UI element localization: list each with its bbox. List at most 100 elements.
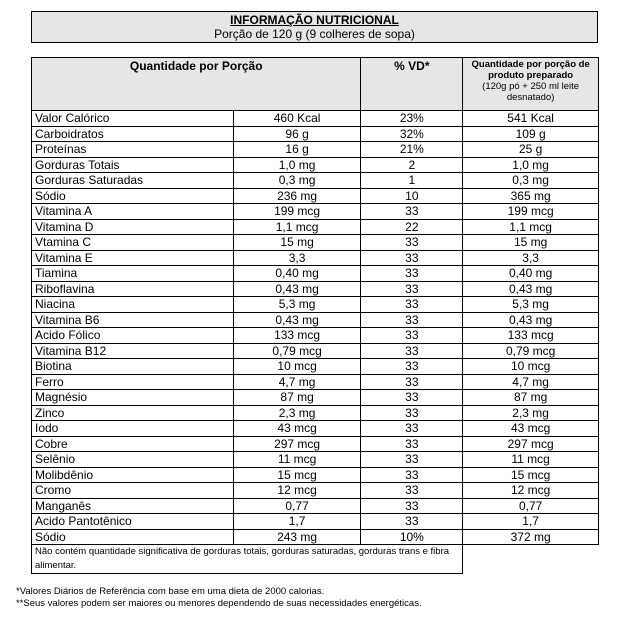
table-row: Selênio 11 mcg 33 11 mcg xyxy=(31,451,599,468)
nutrient-name: Vitamina E xyxy=(31,249,234,266)
vd-cell: 33 xyxy=(360,389,464,406)
table-row: Niacina 5,3 mg 33 5,3 mg xyxy=(31,296,599,313)
prepared-cell: 541 Kcal xyxy=(462,110,599,127)
quantity-cell: 0,79 mcg xyxy=(232,342,362,359)
nutrient-name: Acido Pantotênico xyxy=(31,513,234,530)
quantity-cell: 15 mcg xyxy=(232,466,362,483)
header-prepared-main: Quantidade por porção de produto prepara… xyxy=(471,59,590,81)
prepared-cell: 133 mcg xyxy=(462,327,599,344)
footnote-1: *Valores Diários de Referência com base … xyxy=(16,586,325,597)
nutrient-name: Tiamina xyxy=(31,265,234,282)
vd-cell: 33 xyxy=(360,296,464,313)
quantity-cell: 15 mg xyxy=(232,234,362,251)
vd-cell: 33 xyxy=(360,513,464,530)
quantity-cell: 243 mg xyxy=(232,528,362,545)
table-body: Valor Calórico 460 Kcal 23% 541 Kcal Carboid… xyxy=(31,110,599,545)
quantity-cell: 0,43 mg xyxy=(232,311,362,328)
vd-cell: 33 xyxy=(360,249,464,266)
prepared-cell: 25 g xyxy=(462,141,599,158)
vd-cell: 2 xyxy=(360,156,464,173)
prepared-cell: 87 mg xyxy=(462,389,599,406)
table-row: Sódio 236 mg 10 365 mg xyxy=(31,187,599,204)
vd-cell: 22 xyxy=(360,218,464,235)
prepared-cell: 12 mcg xyxy=(462,482,599,499)
vd-cell: 33 xyxy=(360,373,464,390)
prepared-cell: 5,3 mg xyxy=(462,296,599,313)
quantity-cell: 0,77 xyxy=(232,497,362,514)
nutrition-title: INFORMAÇÃO NUTRICIONAL xyxy=(230,13,399,27)
table-row: Magnésio 87 mg 33 87 mg xyxy=(31,389,599,406)
quantity-cell: 16 g xyxy=(232,141,362,158)
nutrient-name: Acido Fólico xyxy=(31,327,234,344)
vd-cell: 33 xyxy=(360,482,464,499)
quantity-cell: 1,1 mcg xyxy=(232,218,362,235)
table-row: Gorduras Totais 1,0 mg 2 1,0 mg xyxy=(31,156,599,173)
quantity-cell: 11 mcg xyxy=(232,451,362,468)
quantity-cell: 43 mcg xyxy=(232,420,362,437)
table-row: Tiamina 0,40 mg 33 0,40 mg xyxy=(31,265,599,282)
quantity-cell: 1,7 xyxy=(232,513,362,530)
nutrient-name: Ferro xyxy=(31,373,234,390)
prepared-cell: 372 mg xyxy=(462,528,599,545)
quantity-cell: 3,3 xyxy=(232,249,362,266)
table-row: Molibdênio 15 mcg 33 15 mcg xyxy=(31,466,599,483)
prepared-cell: 0,43 mg xyxy=(462,280,599,297)
nutrient-name: Gorduras Saturadas xyxy=(31,172,234,189)
prepared-cell: 297 mcg xyxy=(462,435,599,452)
table-header: Quantidade por Porção % VD* Quantidade p… xyxy=(30,57,599,111)
quantity-cell: 0,40 mg xyxy=(232,265,362,282)
table-row: Vtamina C 15 mg 33 15 mg xyxy=(31,234,599,251)
quantity-cell: 460 Kcal xyxy=(232,110,362,127)
vd-cell: 33 xyxy=(360,280,464,297)
prepared-cell: 11 mcg xyxy=(462,451,599,468)
nutrient-name: Riboflavina xyxy=(31,280,234,297)
table-row: Vitamina D 1,1 mcg 22 1,1 mcg xyxy=(31,218,599,235)
vd-cell: 10 xyxy=(360,187,464,204)
vd-cell: 21% xyxy=(360,141,464,158)
prepared-cell: 1,0 mg xyxy=(462,156,599,173)
prepared-cell: 0,43 mg xyxy=(462,311,599,328)
prepared-cell: 3,3 xyxy=(462,249,599,266)
quantity-cell: 0,43 mg xyxy=(232,280,362,297)
prepared-cell: 1,1 mcg xyxy=(462,218,599,235)
table-row: Riboflavina 0,43 mg 33 0,43 mg xyxy=(31,280,599,297)
table-row: Biotina 10 mcg 33 10 mcg xyxy=(31,358,599,375)
prepared-cell: 199 mcg xyxy=(462,203,599,220)
quantity-cell: 10 mcg xyxy=(232,358,362,375)
vd-cell: 23% xyxy=(360,110,464,127)
vd-cell: 33 xyxy=(360,358,464,375)
vd-cell: 33 xyxy=(360,497,464,514)
table-note: Não contém quantidade significativa de g… xyxy=(30,544,464,574)
nutrient-name: Niacina xyxy=(31,296,234,313)
vd-cell: 32% xyxy=(360,125,464,142)
vd-cell: 33 xyxy=(360,466,464,483)
vd-cell: 1 xyxy=(360,172,464,189)
table-note-row: Não contém quantidade significativa de g… xyxy=(30,544,599,574)
nutrient-name: Cobre xyxy=(31,435,234,452)
table-row: Acido Fólico 133 mcg 33 133 mcg xyxy=(31,327,599,344)
table-row: Sódio 243 mg 10% 372 mg xyxy=(31,528,599,545)
nutrient-name: Vitamina B6 xyxy=(31,311,234,328)
quantity-cell: 297 mcg xyxy=(232,435,362,452)
nutrient-name: Molibdênio xyxy=(31,466,234,483)
table-row: Vitamina B6 0,43 mg 33 0,43 mg xyxy=(31,311,599,328)
prepared-cell: 0,79 mcg xyxy=(462,342,599,359)
nutrient-name: Biotina xyxy=(31,358,234,375)
vd-cell: 33 xyxy=(360,203,464,220)
header-vd: % VD* xyxy=(360,57,464,111)
table-row: Carboidratos 96 g 32% 109 g xyxy=(31,125,599,142)
table-row: Cromo 12 mcg 33 12 mcg xyxy=(31,482,599,499)
quantity-cell: 96 g xyxy=(232,125,362,142)
nutrient-name: Manganês xyxy=(31,497,234,514)
table-row: Manganês 0,77 33 0,77 xyxy=(31,497,599,514)
quantity-cell: 236 mg xyxy=(232,187,362,204)
quantity-cell: 0,3 mg xyxy=(232,172,362,189)
table-row: Iodo 43 mcg 33 43 mcg xyxy=(31,420,599,437)
table-row: Gorduras Saturadas 0,3 mg 1 0,3 mg xyxy=(31,172,599,189)
portion-subtitle: Porção de 120 g (9 colheres de sopa) xyxy=(214,27,415,41)
nutrient-name: Magnésio xyxy=(31,389,234,406)
vd-cell: 33 xyxy=(360,234,464,251)
prepared-cell: 15 mg xyxy=(462,234,599,251)
nutrient-name: Vitamina D xyxy=(31,218,234,235)
nutrient-name: Valor Calórico xyxy=(31,110,234,127)
